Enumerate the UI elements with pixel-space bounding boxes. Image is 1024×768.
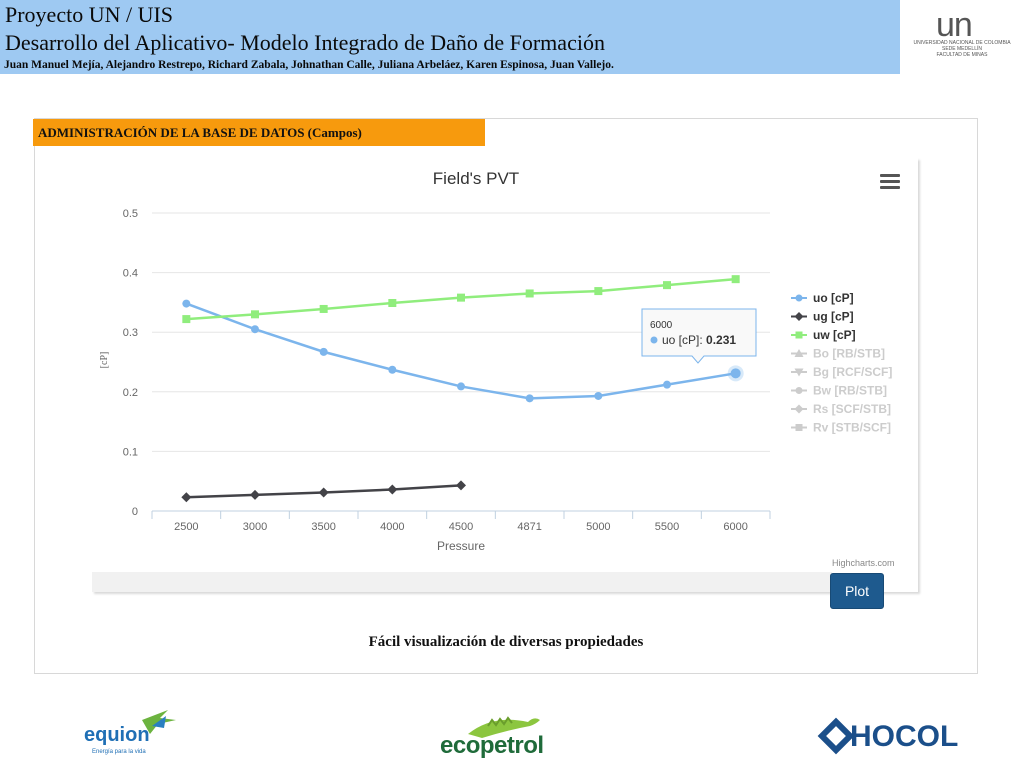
un-logo: un UNIVERSIDAD NACIONAL DE COLOMBIA SEDE… bbox=[900, 0, 1024, 74]
header-banner: Proyecto UN / UIS Desarrollo del Aplicat… bbox=[0, 0, 900, 74]
un-logo-mark: un bbox=[936, 6, 973, 44]
chart-footer-bar bbox=[92, 572, 832, 592]
un-logo-line1: UNIVERSIDAD NACIONAL DE COLOMBIA bbox=[913, 40, 1011, 46]
equion-leaf-icon bbox=[142, 710, 176, 734]
project-title: Proyecto UN / UIS bbox=[5, 2, 174, 27]
equion-tagline: Energía para la vida bbox=[92, 749, 146, 755]
equion-logo: equion Energía para la vida bbox=[80, 704, 190, 760]
highcharts-credit[interactable]: Highcharts.com bbox=[832, 558, 895, 568]
hocol-logo: HOCOL bbox=[814, 714, 958, 760]
chart-menu-icon[interactable] bbox=[880, 174, 900, 190]
ecopetrol-wordmark: ecopetrol bbox=[440, 732, 544, 759]
section-label-text: ADMINISTRACIÓN DE LA BASE DE DATOS (Camp… bbox=[38, 125, 362, 140]
hocol-wordmark: HOCOL bbox=[850, 720, 959, 753]
iguana-icon bbox=[468, 716, 540, 738]
authors: Juan Manuel Mejía, Alejandro Restrepo, R… bbox=[4, 59, 614, 71]
app-title: Desarrollo del Aplicativo- Modelo Integr… bbox=[5, 30, 605, 55]
hocol-diamond-icon bbox=[817, 717, 855, 755]
caption: Fácil visualización de diversas propieda… bbox=[368, 634, 644, 650]
section-label: ADMINISTRACIÓN DE LA BASE DE DATOS (Camp… bbox=[33, 119, 485, 146]
un-logo-line3: FACULTAD DE MINAS bbox=[936, 52, 988, 58]
plot-button[interactable]: Plot bbox=[830, 573, 884, 609]
ecopetrol-logo: ecopetrol bbox=[438, 708, 583, 762]
equion-wordmark: equion bbox=[84, 724, 150, 746]
chart-container bbox=[92, 158, 918, 592]
un-logo-line2: SEDE MEDELLÍN bbox=[941, 46, 982, 52]
